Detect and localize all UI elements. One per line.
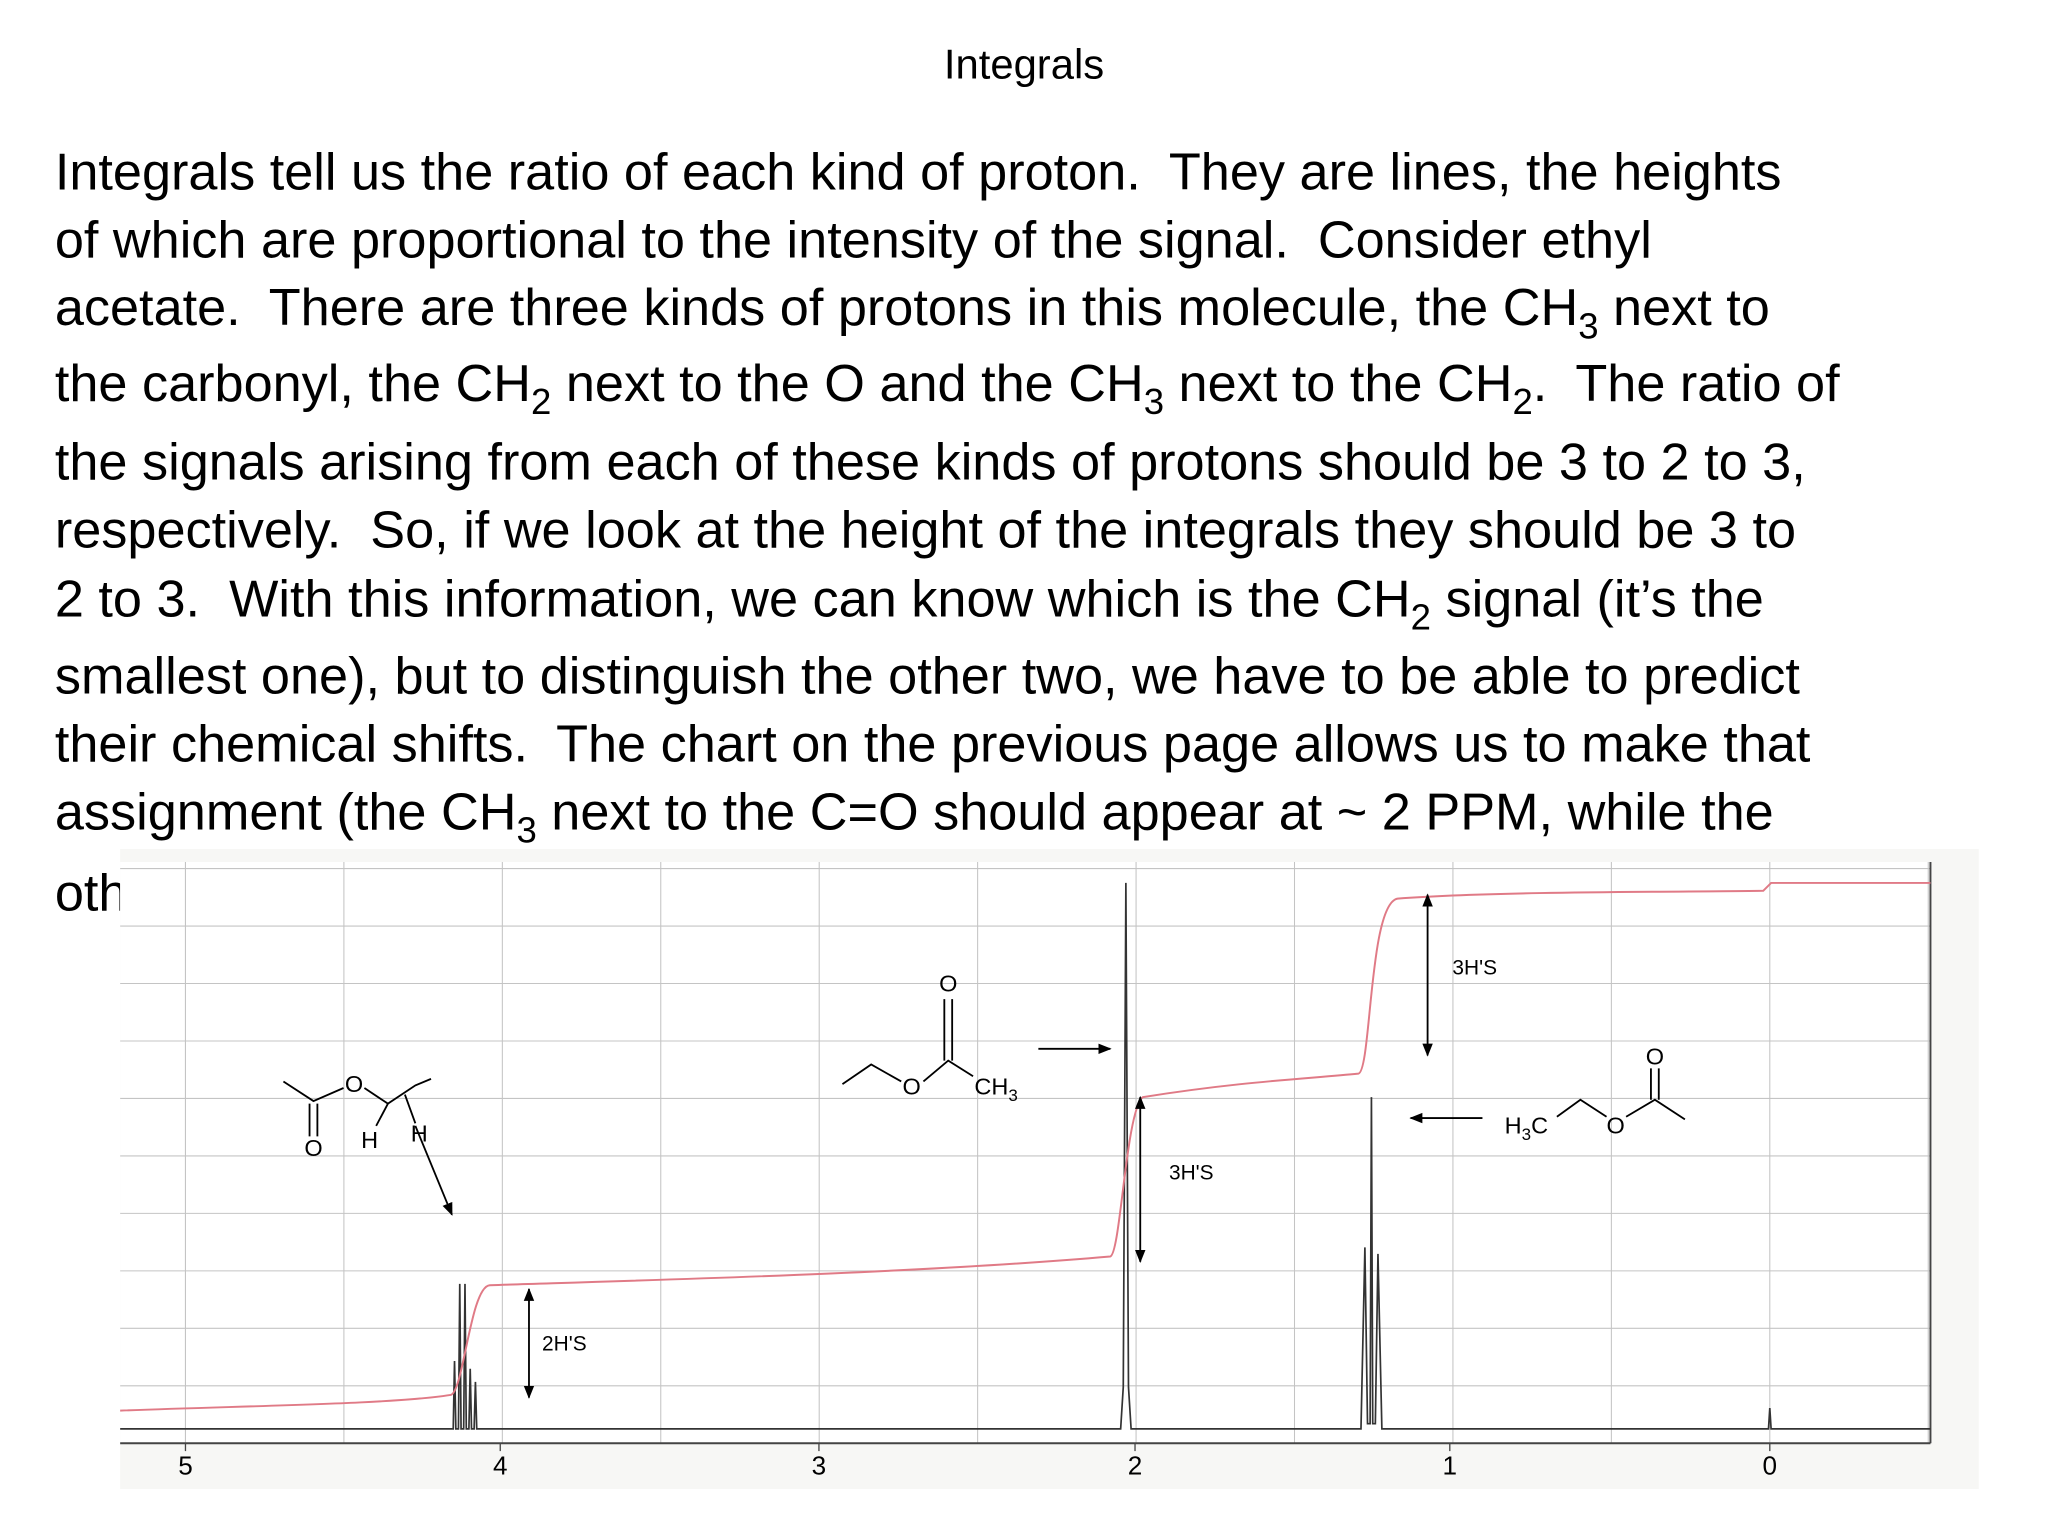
- axis-label: 3: [812, 1451, 827, 1481]
- axis-label: 0: [1763, 1451, 1778, 1481]
- text-run: O: [345, 1071, 363, 1097]
- integral-curve: [120, 881, 1931, 1412]
- atom-label: H: [361, 1127, 378, 1153]
- paragraph-line: assignment (the CH3 next to the C=O shou…: [55, 783, 1774, 850]
- plot-area: [120, 862, 1931, 1444]
- axis-label: 5: [178, 1451, 193, 1481]
- paragraph-line: acetate. There are three kinds of proton…: [55, 279, 1770, 346]
- text-run: respectively. So, if we look at the heig…: [55, 501, 1796, 559]
- text-run: 2 to 3. With this information, we can kn…: [55, 570, 1411, 628]
- integral-label: 3H'S: [1452, 956, 1497, 979]
- atom-label: O: [1646, 1043, 1664, 1069]
- paragraph-line: 2 to 3. With this information, we can kn…: [55, 570, 1764, 637]
- text-run: smallest one), but to distinguish the ot…: [55, 648, 1801, 706]
- axis-label: 2: [1128, 1451, 1143, 1481]
- pointer-arrow: [414, 1125, 453, 1216]
- grid: [120, 862, 1931, 1444]
- text-run: H: [1505, 1113, 1522, 1139]
- text-run: assignment (the CH: [55, 783, 517, 841]
- text-run: H: [411, 1121, 428, 1147]
- paragraph-line: their chemical shifts. The chart on the …: [55, 715, 1811, 773]
- atom-label: O: [939, 970, 957, 996]
- axis-label: 1: [1443, 1451, 1458, 1481]
- paragraph: Integrals tell us the ratio of each kind…: [55, 143, 1840, 922]
- structure-bonds: [841, 999, 974, 1085]
- paragraph-line: respectively. So, if we look at the heig…: [55, 501, 1796, 559]
- text-run: acetate. There are three kinds of proton…: [55, 279, 1578, 337]
- text-run: Integrals tell us the ratio of each kind…: [55, 143, 1782, 201]
- paragraph-line: smallest one), but to distinguish the ot…: [55, 648, 1801, 706]
- subscript: 2: [1512, 381, 1532, 422]
- slide-title: Integrals: [944, 40, 1104, 87]
- paragraph-line: oth: [55, 864, 128, 922]
- subscript: 3: [1008, 1086, 1017, 1105]
- text-run: O: [903, 1074, 921, 1100]
- text-run: next to the C=O should appear at ~ 2 PPM…: [537, 783, 1774, 841]
- paragraph-line: of which are proportional to the intensi…: [55, 211, 1652, 269]
- text-run: next to the CH: [1164, 355, 1512, 413]
- atom-label: O: [1607, 1113, 1625, 1139]
- text-run: O: [939, 970, 957, 996]
- text-run: . The ratio of: [1533, 355, 1840, 413]
- text-run: H: [361, 1127, 378, 1153]
- subscript: 3: [516, 809, 536, 850]
- text-run: O: [1646, 1043, 1664, 1069]
- structure-bonds: [282, 1078, 432, 1137]
- text-run: of which are proportional to the intensi…: [55, 211, 1652, 269]
- text-run: O: [304, 1135, 322, 1161]
- subscript: 3: [1144, 381, 1164, 422]
- text-run: the carbonyl, the CH: [55, 355, 531, 413]
- text-run: next to the O and the CH: [551, 355, 1143, 413]
- subscript: 3: [1522, 1125, 1531, 1144]
- paragraph-line: the carbonyl, the CH2 next to the O and …: [55, 355, 1840, 422]
- atom-label: CH3: [974, 1074, 1017, 1106]
- text-run: C: [1531, 1113, 1548, 1139]
- axis-label: 4: [493, 1451, 508, 1481]
- integral-label: 3H'S: [1169, 1161, 1214, 1184]
- text-run: next to: [1599, 279, 1770, 337]
- text-run: oth: [55, 864, 128, 922]
- spectrum-trace: [120, 882, 1931, 1430]
- atom-label: O: [304, 1135, 322, 1161]
- integral-label: 2H'S: [542, 1333, 587, 1356]
- paragraph-line: the signals arising from each of these k…: [55, 433, 1806, 491]
- subscript: 2: [1411, 597, 1431, 638]
- atom-label: O: [345, 1071, 363, 1097]
- atom-label: O: [903, 1074, 921, 1100]
- text-run: their chemical shifts. The chart on the …: [55, 715, 1811, 773]
- text-run: the signals arising from each of these k…: [55, 433, 1806, 491]
- paragraph-line: Integrals tell us the ratio of each kind…: [55, 143, 1782, 201]
- structure-bonds: [1556, 1068, 1686, 1121]
- text-run: signal (it’s the: [1431, 570, 1764, 628]
- text-run: CH: [974, 1074, 1008, 1100]
- atom-label: H: [411, 1121, 428, 1147]
- subscript: 3: [1578, 305, 1598, 346]
- text-run: O: [1607, 1113, 1625, 1139]
- atom-label: H3C: [1505, 1113, 1548, 1145]
- subscript: 2: [531, 381, 551, 422]
